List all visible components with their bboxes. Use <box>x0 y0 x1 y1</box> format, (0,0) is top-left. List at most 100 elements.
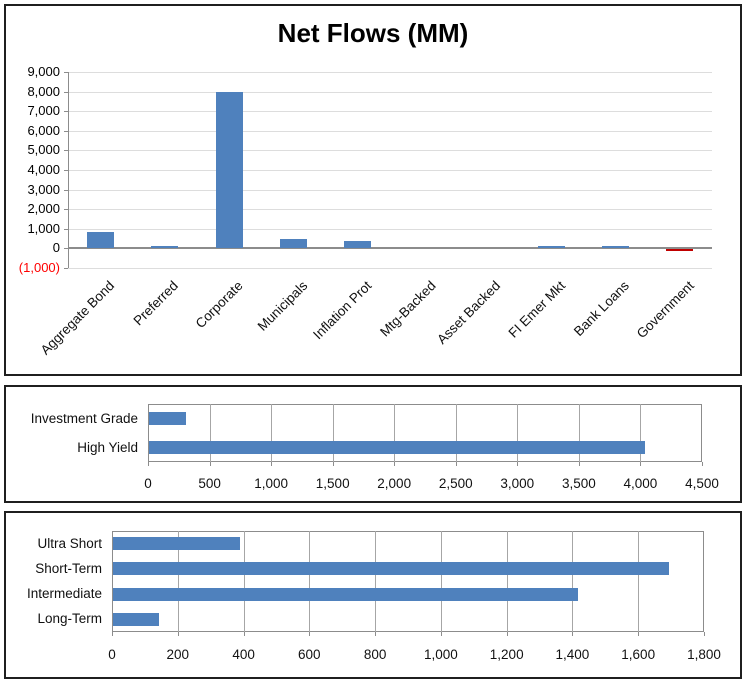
category-label: High Yield <box>77 439 138 455</box>
gridline <box>68 268 712 269</box>
x-tick-label: 3,000 <box>500 476 535 491</box>
gridline <box>506 531 508 632</box>
x-axis-tick <box>702 462 703 466</box>
bar-municipals <box>279 238 307 249</box>
x-tick-label: 0 <box>108 647 116 662</box>
gridline <box>209 404 211 462</box>
x-category-label: Bank Loans <box>570 278 633 340</box>
y-tick-label: 5,000 <box>27 142 60 158</box>
x-axis-tick <box>704 632 705 636</box>
x-tick-label: 500 <box>198 476 221 491</box>
gridline <box>68 189 712 191</box>
bar-short-term <box>113 562 669 576</box>
y-tick-label: 8,000 <box>27 83 60 99</box>
x-category-label: Corporate <box>192 278 246 332</box>
gridline <box>640 404 642 462</box>
gridline <box>394 404 396 462</box>
y-axis-tick <box>64 209 68 211</box>
gridline <box>68 170 712 171</box>
x-axis-tick <box>243 632 245 636</box>
gridline <box>578 404 580 462</box>
x-axis-tick <box>638 632 640 636</box>
y-axis-tick <box>64 268 68 269</box>
x-axis-tick <box>332 462 334 466</box>
plot-area <box>112 531 704 632</box>
gridline <box>68 91 712 93</box>
x-axis-tick <box>506 632 508 636</box>
x-tick-label: 200 <box>166 647 190 662</box>
gridline <box>68 228 712 230</box>
y-tick-label: 1,000 <box>27 220 60 236</box>
y-axis-tick <box>64 150 68 152</box>
x-category-label: FI Emer Mkt <box>505 278 568 341</box>
y-axis-line <box>68 72 69 268</box>
x-category-label: Municipals <box>254 278 311 334</box>
net-flows-column-chart: 9,000 8,000 7,000 6,000 5,000 4,000 3,000 2,000… <box>6 6 740 374</box>
gridline <box>638 531 640 632</box>
credit-grade-chart-panel: 0 500 1,000 1,500 2,000 2,500 3,000 3,500 4,000 4… <box>4 385 742 503</box>
gridline <box>332 404 334 462</box>
gridline <box>572 531 574 632</box>
x-tick-label: 1,800 <box>687 647 721 662</box>
y-axis-tick <box>64 72 68 73</box>
bar-preferred <box>151 245 179 249</box>
x-tick-label: 0 <box>144 476 152 491</box>
bar-bank-loans <box>601 246 629 249</box>
x-tick-label: 600 <box>298 647 321 662</box>
x-tick-label: 1,200 <box>489 647 524 662</box>
category-label: Investment Grade <box>30 410 138 426</box>
x-category-label: Aggregate Bond <box>37 278 117 358</box>
bar-intermediate <box>113 587 579 601</box>
x-category-label: Mtg-Backed <box>377 278 439 340</box>
y-tick-label: 7,000 <box>27 103 60 119</box>
x-axis-tick <box>640 462 642 466</box>
x-tick-label: 3,500 <box>561 476 596 491</box>
x-tick-label: 1,500 <box>315 476 350 491</box>
y-axis-tick <box>64 111 68 113</box>
y-axis-tick <box>64 130 68 132</box>
x-tick-label: 1,000 <box>423 647 458 662</box>
y-tick-label: (1,000) <box>18 260 60 275</box>
x-axis-tick <box>177 632 179 636</box>
x-category-label: Preferred <box>130 278 182 329</box>
x-tick-label: 2,500 <box>438 476 473 491</box>
x-category-label: Asset Backed <box>434 278 504 347</box>
gridline <box>68 72 712 73</box>
category-label: Long-Term <box>37 611 102 627</box>
x-tick-label: 1,400 <box>555 647 590 662</box>
x-axis-tick <box>112 632 113 636</box>
y-tick-label: 6,000 <box>27 122 60 138</box>
x-category-label: Inflation Prot <box>310 278 375 343</box>
y-tick-label: 2,000 <box>27 201 60 217</box>
x-tick-label: 800 <box>363 647 387 662</box>
x-axis-tick <box>440 632 442 636</box>
x-tick-label: 2,000 <box>377 476 412 491</box>
category-label: Short-Term <box>35 560 102 576</box>
x-category-label: Government <box>633 278 697 342</box>
bar-investment-grade <box>149 412 186 425</box>
gridline <box>440 531 442 632</box>
gridline <box>68 111 712 113</box>
bar-ultra-short <box>113 537 240 551</box>
bar-long-term <box>113 612 159 626</box>
x-axis-tick <box>578 462 580 466</box>
plot-area <box>148 404 702 462</box>
bar-fi-emer-mkt <box>537 246 565 249</box>
gridline <box>517 404 519 462</box>
gridline <box>177 531 179 632</box>
x-tick-label: 1,000 <box>254 476 288 491</box>
y-axis-tick <box>64 91 68 93</box>
y-tick-label: 9,000 <box>27 64 60 79</box>
duration-bar-chart: 0 200 400 600 800 1,000 1,200 1,400 1,600 1,800 Ul… <box>6 513 740 677</box>
x-axis-tick <box>572 632 574 636</box>
y-tick-label: 4,000 <box>27 162 60 177</box>
gridline <box>309 531 311 632</box>
x-axis-tick <box>517 462 519 466</box>
y-axis-tick <box>64 228 68 230</box>
chart-title: Net Flows (MM) <box>277 18 469 48</box>
gridline <box>243 531 245 632</box>
bar-inflation-prot <box>344 240 372 249</box>
x-axis-tick <box>148 462 149 466</box>
bar-high-yield <box>149 441 646 454</box>
